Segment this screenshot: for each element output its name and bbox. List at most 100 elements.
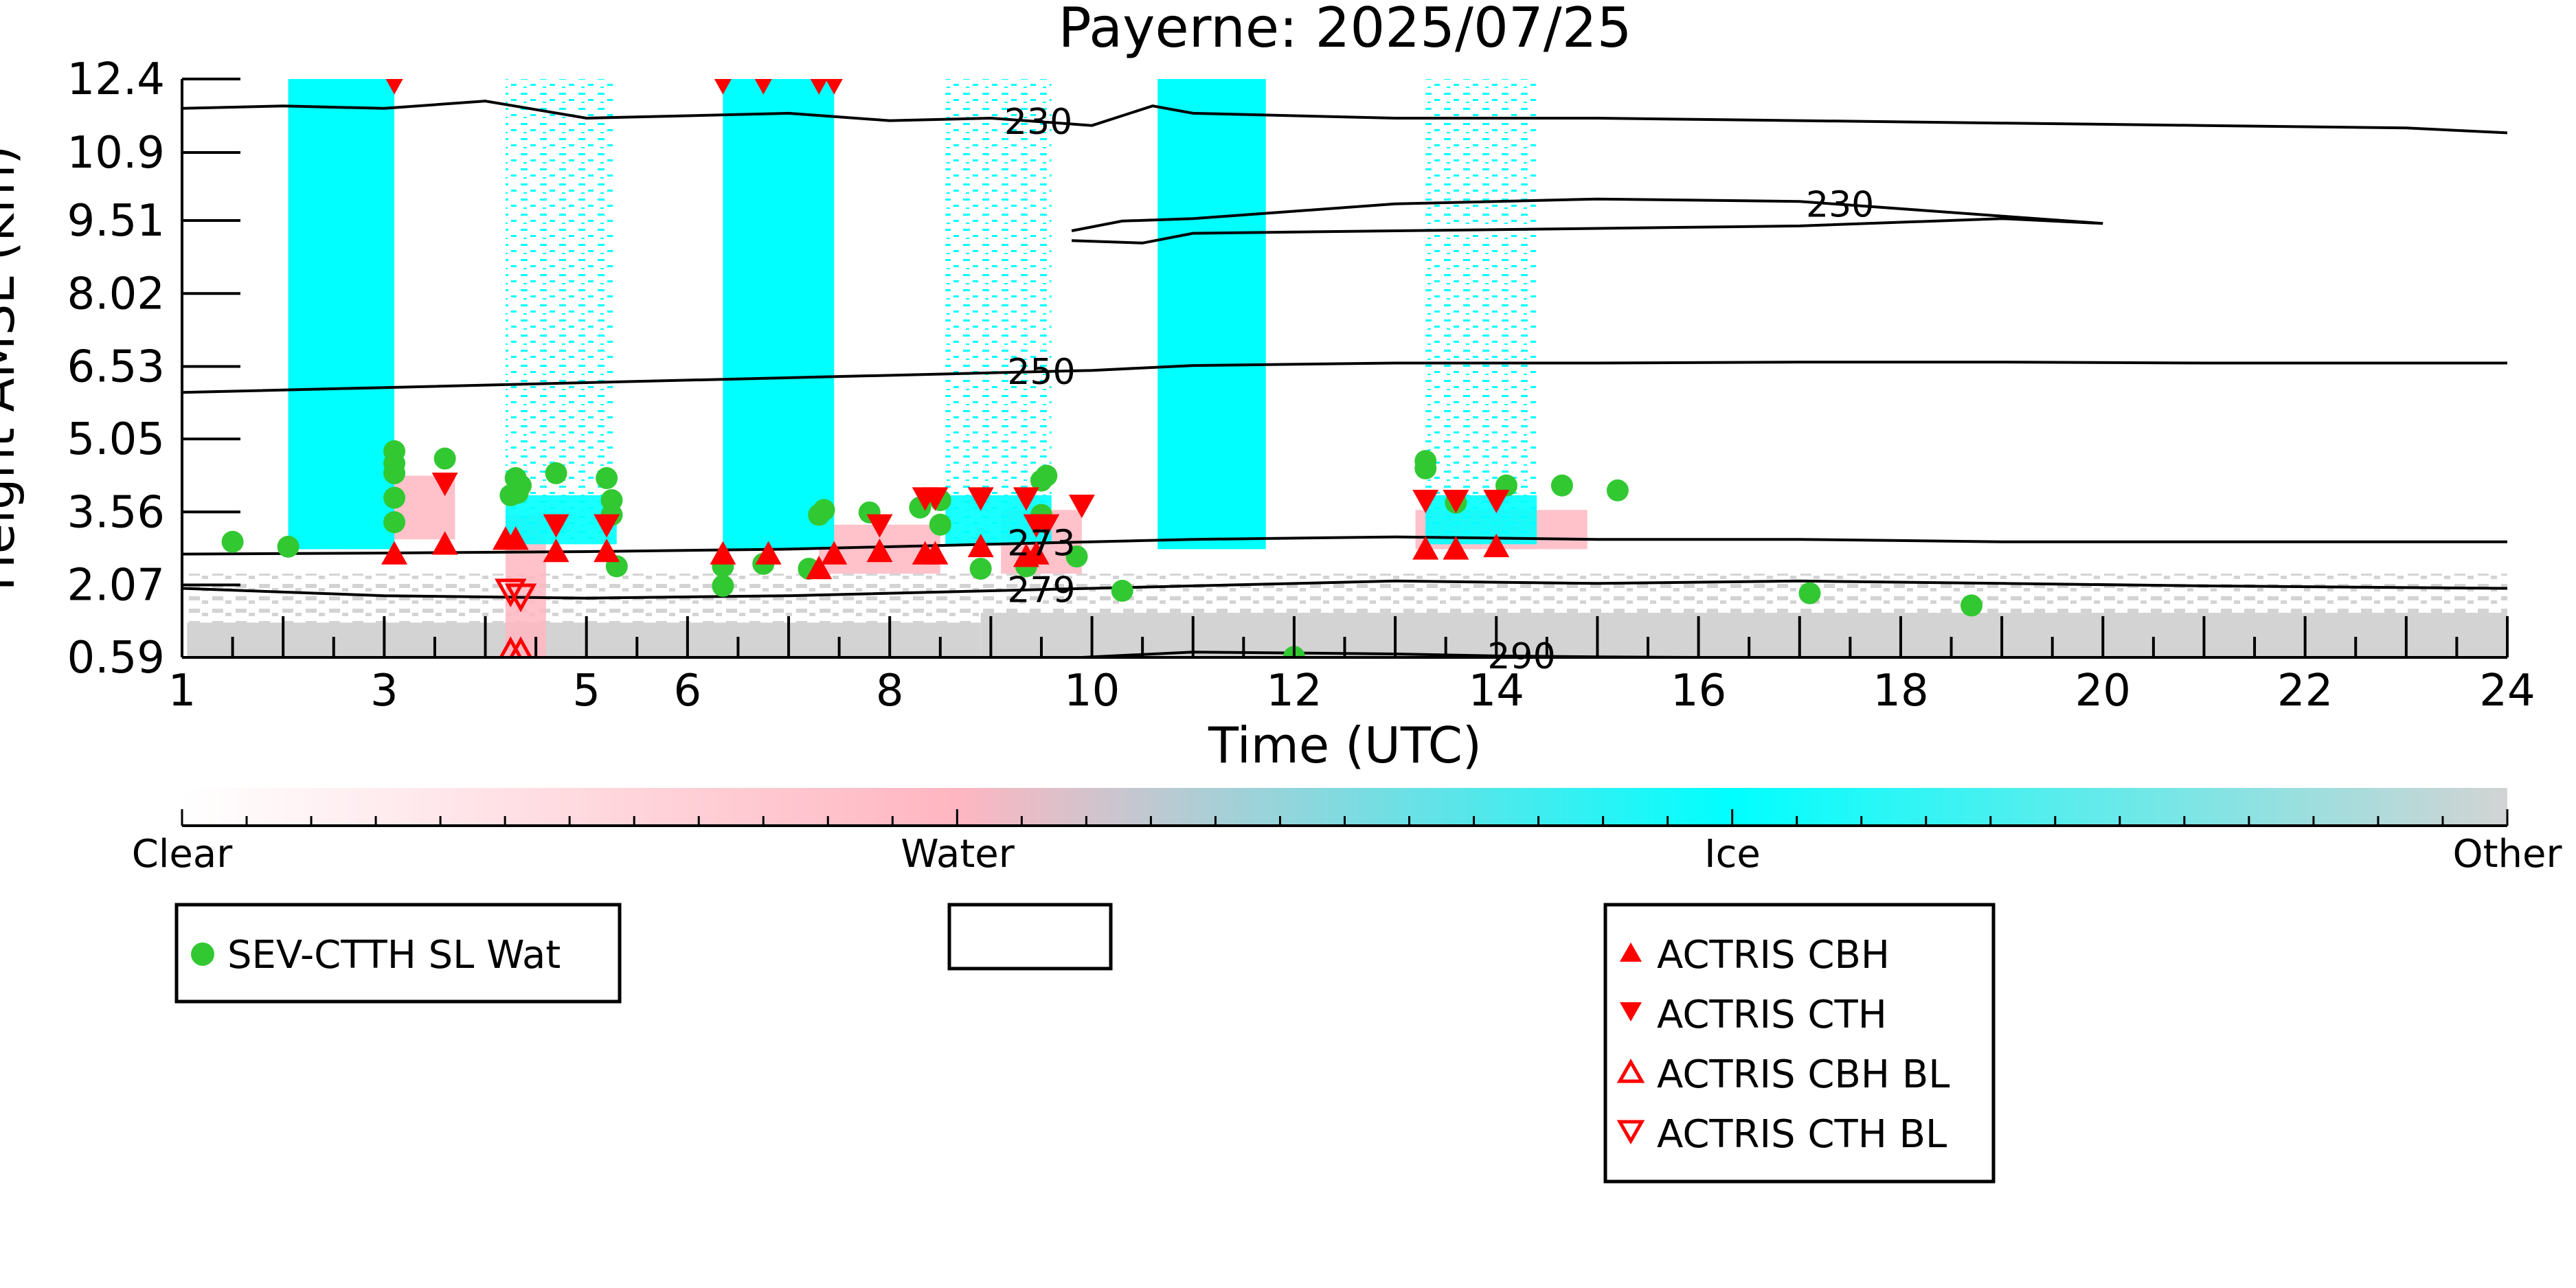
other-layer bbox=[980, 613, 2507, 657]
sev-ctth-sl-wat-point bbox=[277, 535, 300, 558]
sev-ctth-sl-wat-point bbox=[499, 484, 522, 507]
sev-ctth-sl-wat-point bbox=[969, 557, 992, 580]
ice-column bbox=[1157, 79, 1266, 550]
x-tick-label: 20 bbox=[2075, 666, 2131, 716]
contour-line bbox=[182, 361, 2507, 394]
contour-line bbox=[182, 100, 2507, 135]
actris-cbh-point bbox=[543, 539, 569, 563]
actris-cbh-point bbox=[502, 526, 529, 550]
legend-cbh-bl-marker bbox=[1616, 1058, 1645, 1083]
contour-line bbox=[182, 535, 2507, 556]
colorbar-label-other: Other bbox=[2452, 832, 2562, 877]
legend-sev-label: SEV-CTTH SL Wat bbox=[227, 933, 561, 978]
x-axis-label: Time (UTC) bbox=[1208, 716, 1482, 774]
legend-cbh-bl-label: ACTRIS CBH BL bbox=[1657, 1052, 1950, 1097]
sev-ctth-sl-wat-point bbox=[1065, 545, 1088, 568]
y-tick-label: 9.51 bbox=[67, 196, 166, 247]
actris-cbh-point bbox=[866, 539, 893, 563]
legend-right-box bbox=[1603, 903, 1996, 1184]
actris-cbh-point bbox=[381, 541, 408, 565]
x-tick-label: 1 bbox=[168, 666, 196, 716]
y-tick-label: 8.02 bbox=[67, 269, 166, 319]
actris-cbh-point bbox=[967, 533, 994, 558]
ice-speckle-column bbox=[1425, 79, 1537, 540]
contour-line bbox=[182, 579, 2507, 600]
actris-cbh-point bbox=[1483, 533, 1510, 558]
chart-title: Payerne: 2025/07/25 bbox=[1058, 0, 1631, 60]
legend-left-box bbox=[174, 903, 622, 1004]
actris-cbh-point bbox=[806, 555, 833, 580]
plot-area bbox=[182, 79, 2507, 657]
actris-cbh-bl-point bbox=[509, 636, 533, 657]
actris-cth-point bbox=[810, 79, 828, 95]
actris-cth-point bbox=[431, 472, 458, 497]
x-tick-label: 16 bbox=[1671, 666, 1726, 716]
actris-cth-point bbox=[922, 487, 949, 511]
ice-speckle-column bbox=[505, 79, 617, 540]
x-tick-label: 10 bbox=[1064, 666, 1120, 716]
actris-cth-bl-point bbox=[504, 583, 537, 613]
ice-column bbox=[288, 79, 395, 550]
actris-cth-point bbox=[594, 514, 620, 538]
actris-cbh-point bbox=[1412, 536, 1439, 560]
legend-cth-bl-marker bbox=[1616, 1120, 1645, 1145]
actris-cth-point bbox=[1068, 495, 1095, 519]
contour-label: 279 bbox=[1007, 569, 1075, 611]
actris-cbh-bl-point bbox=[499, 636, 523, 657]
sev-ctth-sl-wat-point bbox=[221, 530, 244, 553]
actris-cbh-point bbox=[922, 541, 949, 565]
x-tick-label: 6 bbox=[674, 666, 702, 716]
actris-cbh-point bbox=[710, 541, 736, 565]
actris-cth-point bbox=[1483, 489, 1510, 514]
sev-ctth-sl-wat-point bbox=[545, 462, 567, 484]
x-tick-label: 12 bbox=[1266, 666, 1322, 716]
x-tick-label: 14 bbox=[1469, 666, 1524, 716]
actris-cbh-point bbox=[1023, 541, 1050, 565]
sev-ctth-sl-wat-point bbox=[596, 467, 618, 490]
x-tick-label: 3 bbox=[370, 666, 398, 716]
x-tick-label: 22 bbox=[2277, 666, 2333, 716]
sev-ctth-sl-wat-point bbox=[1414, 457, 1437, 479]
x-ticks: 1 3 5 6 8 10 12 14 16 18 20 22 24 bbox=[168, 616, 2535, 716]
y-tick-label: 6.53 bbox=[67, 342, 166, 393]
actris-cth-point bbox=[385, 79, 403, 95]
sev-ctth-sl-wat-point bbox=[808, 504, 831, 526]
y-tick-label: 5.05 bbox=[67, 414, 166, 465]
legend-right: ACTRIS CBH ACTRIS CTH ACTRIS CBH BL ACTR… bbox=[1603, 903, 1996, 1184]
actris-cth-point bbox=[543, 514, 569, 538]
y-tick-label: 12.4 bbox=[67, 54, 166, 105]
y-tick-label: 2.07 bbox=[67, 560, 166, 611]
sev-ctth-sl-wat-point bbox=[1550, 474, 1573, 497]
ice-column bbox=[723, 79, 835, 550]
legend-cbh-marker bbox=[1620, 942, 1642, 962]
actris-cth-point bbox=[714, 79, 732, 95]
actris-cbh-point bbox=[1443, 536, 1469, 560]
actris-cbh-point bbox=[594, 539, 620, 563]
legend-cth-label: ACTRIS CTH bbox=[1657, 993, 1887, 1037]
legend-cbh-label: ACTRIS CBH bbox=[1657, 933, 1890, 978]
legend-sev-marker bbox=[191, 942, 214, 966]
contour-line bbox=[1071, 197, 2103, 245]
sev-ctth-sl-wat-point bbox=[383, 486, 406, 509]
legend-left: SEV-CTTH SL Wat bbox=[174, 903, 622, 1004]
legend-cth-marker bbox=[1620, 1002, 1642, 1021]
actris-cth-point bbox=[1033, 514, 1060, 538]
legend-middle bbox=[947, 903, 1113, 971]
colorbar: Clear Water Ice Other bbox=[132, 788, 2562, 877]
classification-background bbox=[187, 79, 2507, 657]
actris-cth-bl-point bbox=[495, 578, 527, 608]
actris-cth-point bbox=[866, 514, 893, 538]
markers bbox=[221, 79, 1982, 657]
actris-cth-point bbox=[1013, 487, 1039, 511]
x-tick-label: 8 bbox=[876, 666, 904, 716]
actris-cth-point bbox=[825, 79, 843, 95]
sev-ctth-sl-wat-point bbox=[1030, 469, 1052, 492]
sev-ctth-sl-wat-point bbox=[712, 574, 734, 597]
axes: 1 3 5 6 8 10 12 14 16 18 20 22 24 0.59 2.07 3.56 5.05 6.… bbox=[67, 54, 2535, 716]
y-tick-label: 3.56 bbox=[67, 487, 166, 538]
y-tick-label: 0.59 bbox=[67, 633, 166, 683]
sev-ctth-sl-wat-point bbox=[433, 447, 456, 470]
y-ticks: 0.59 2.07 3.56 5.05 6.53 8.02 9.51 10.9 12.4 bbox=[67, 54, 240, 683]
actris-cth-point bbox=[1412, 489, 1439, 514]
